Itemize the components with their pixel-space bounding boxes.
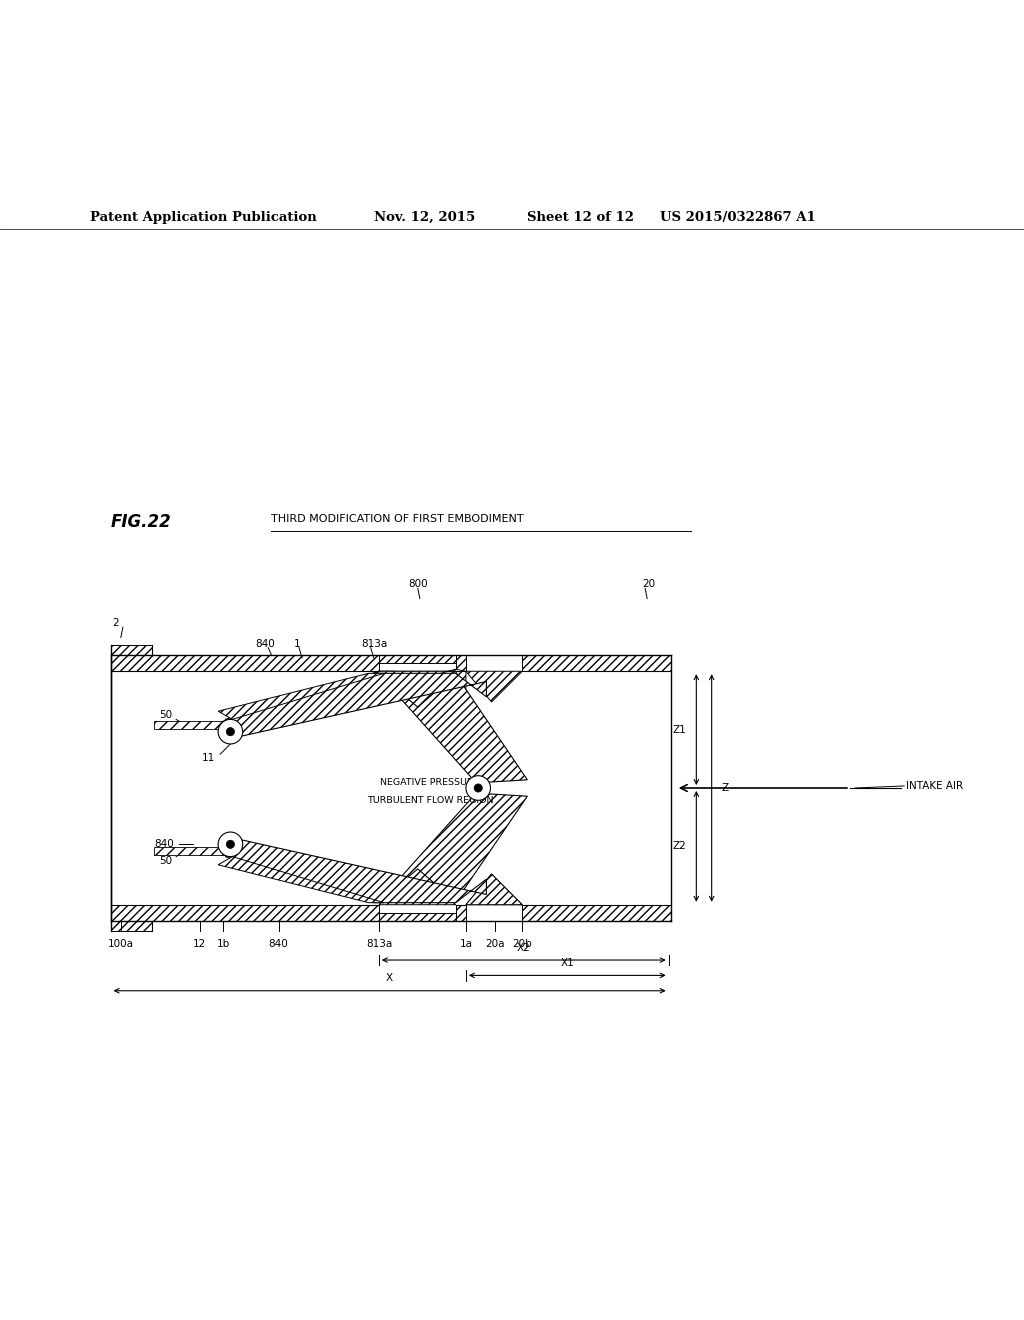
- Circle shape: [474, 784, 482, 792]
- Polygon shape: [241, 737, 660, 840]
- Polygon shape: [379, 675, 527, 783]
- Text: 840: 840: [255, 639, 275, 648]
- Circle shape: [218, 832, 243, 857]
- Text: 12: 12: [194, 939, 206, 949]
- Polygon shape: [225, 840, 486, 903]
- Text: NEGATIVE PRESSURE: NEGATIVE PRESSURE: [380, 779, 480, 787]
- Text: 840: 840: [155, 840, 174, 849]
- Polygon shape: [379, 655, 456, 663]
- Polygon shape: [379, 866, 456, 904]
- Circle shape: [466, 776, 490, 800]
- Text: Z: Z: [722, 783, 729, 793]
- Text: 813a: 813a: [361, 639, 388, 648]
- Text: 2: 2: [113, 618, 119, 628]
- Text: Z2: Z2: [673, 841, 686, 851]
- Text: 100a: 100a: [108, 939, 134, 949]
- Circle shape: [226, 727, 234, 735]
- Circle shape: [218, 719, 243, 744]
- Polygon shape: [456, 655, 671, 672]
- Text: 20a: 20a: [484, 939, 505, 949]
- Polygon shape: [466, 874, 522, 921]
- Polygon shape: [154, 847, 225, 854]
- Text: X2: X2: [517, 942, 530, 953]
- Polygon shape: [466, 874, 522, 904]
- Text: X: X: [386, 973, 393, 983]
- Polygon shape: [218, 673, 384, 719]
- Polygon shape: [111, 904, 379, 921]
- Text: 20: 20: [643, 579, 655, 589]
- Text: 1: 1: [294, 639, 300, 648]
- Polygon shape: [220, 669, 466, 737]
- Polygon shape: [111, 921, 152, 932]
- Text: Sheet 12 of 12: Sheet 12 of 12: [527, 211, 634, 224]
- Text: 800: 800: [408, 579, 428, 589]
- Text: 1b: 1b: [217, 939, 229, 949]
- Polygon shape: [379, 672, 456, 710]
- Text: US 2015/0322867 A1: US 2015/0322867 A1: [660, 211, 816, 224]
- Circle shape: [226, 841, 234, 849]
- Polygon shape: [154, 722, 225, 729]
- Polygon shape: [379, 913, 456, 921]
- Polygon shape: [111, 655, 379, 672]
- Polygon shape: [379, 793, 527, 902]
- Text: 813a: 813a: [366, 939, 392, 949]
- Text: 50: 50: [159, 710, 172, 721]
- Polygon shape: [456, 904, 671, 921]
- Polygon shape: [466, 655, 522, 702]
- Polygon shape: [218, 857, 384, 903]
- Text: Nov. 12, 2015: Nov. 12, 2015: [374, 211, 475, 224]
- Text: Z1: Z1: [673, 725, 686, 735]
- Polygon shape: [222, 672, 394, 726]
- Polygon shape: [466, 672, 522, 702]
- Text: Patent Application Publication: Patent Application Publication: [90, 211, 316, 224]
- Text: 1a: 1a: [460, 939, 472, 949]
- Text: X1: X1: [560, 958, 574, 968]
- Text: THIRD MODIFICATION OF FIRST EMBODIMENT: THIRD MODIFICATION OF FIRST EMBODIMENT: [271, 513, 524, 524]
- Text: INTAKE AIR: INTAKE AIR: [906, 781, 964, 791]
- Text: 20b: 20b: [512, 939, 532, 949]
- Text: FIG.22: FIG.22: [111, 512, 171, 531]
- Text: 11: 11: [202, 754, 215, 763]
- Text: 840: 840: [268, 939, 289, 949]
- Polygon shape: [225, 673, 486, 737]
- Polygon shape: [466, 874, 522, 904]
- Text: 50: 50: [159, 855, 172, 866]
- Text: TURBULENT FLOW REGION: TURBULENT FLOW REGION: [367, 796, 494, 805]
- Polygon shape: [111, 644, 152, 655]
